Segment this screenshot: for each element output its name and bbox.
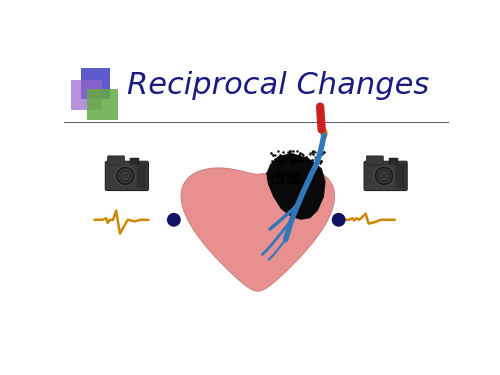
Text: Reciprocal Changes: Reciprocal Changes — [127, 71, 429, 100]
FancyBboxPatch shape — [106, 161, 148, 190]
Circle shape — [116, 166, 136, 186]
Polygon shape — [72, 80, 102, 111]
Circle shape — [122, 172, 129, 180]
FancyBboxPatch shape — [364, 161, 407, 190]
Bar — [388, 158, 398, 164]
Polygon shape — [87, 89, 118, 120]
FancyBboxPatch shape — [366, 156, 384, 165]
Polygon shape — [80, 68, 110, 99]
FancyBboxPatch shape — [137, 164, 146, 188]
FancyBboxPatch shape — [396, 164, 405, 188]
Circle shape — [167, 213, 181, 227]
Circle shape — [374, 166, 394, 186]
Bar — [130, 158, 139, 164]
Polygon shape — [266, 153, 326, 220]
FancyBboxPatch shape — [108, 156, 124, 165]
Circle shape — [380, 172, 388, 180]
Circle shape — [377, 169, 391, 183]
Circle shape — [332, 213, 345, 227]
Circle shape — [118, 169, 132, 183]
Polygon shape — [181, 168, 334, 291]
